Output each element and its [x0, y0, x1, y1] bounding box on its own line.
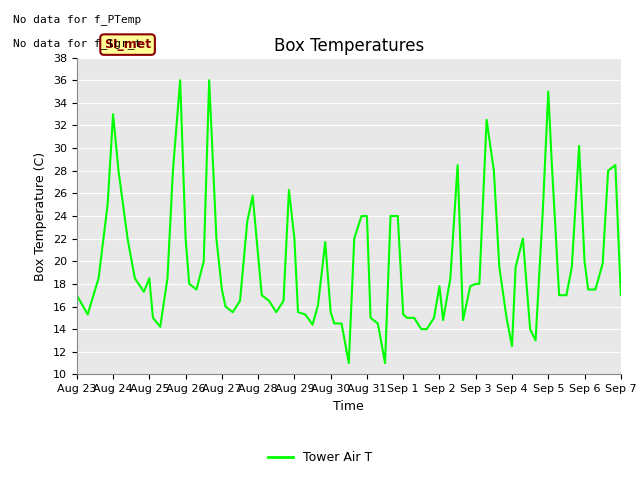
X-axis label: Time: Time: [333, 400, 364, 413]
Text: No data for f_lgr_t: No data for f_lgr_t: [13, 38, 141, 49]
Text: SI_met: SI_met: [104, 38, 151, 51]
Y-axis label: Box Temperature (C): Box Temperature (C): [35, 151, 47, 281]
Title: Box Temperatures: Box Temperatures: [274, 36, 424, 55]
Text: No data for f_PTemp: No data for f_PTemp: [13, 14, 141, 25]
Legend: Tower Air T: Tower Air T: [263, 446, 377, 469]
